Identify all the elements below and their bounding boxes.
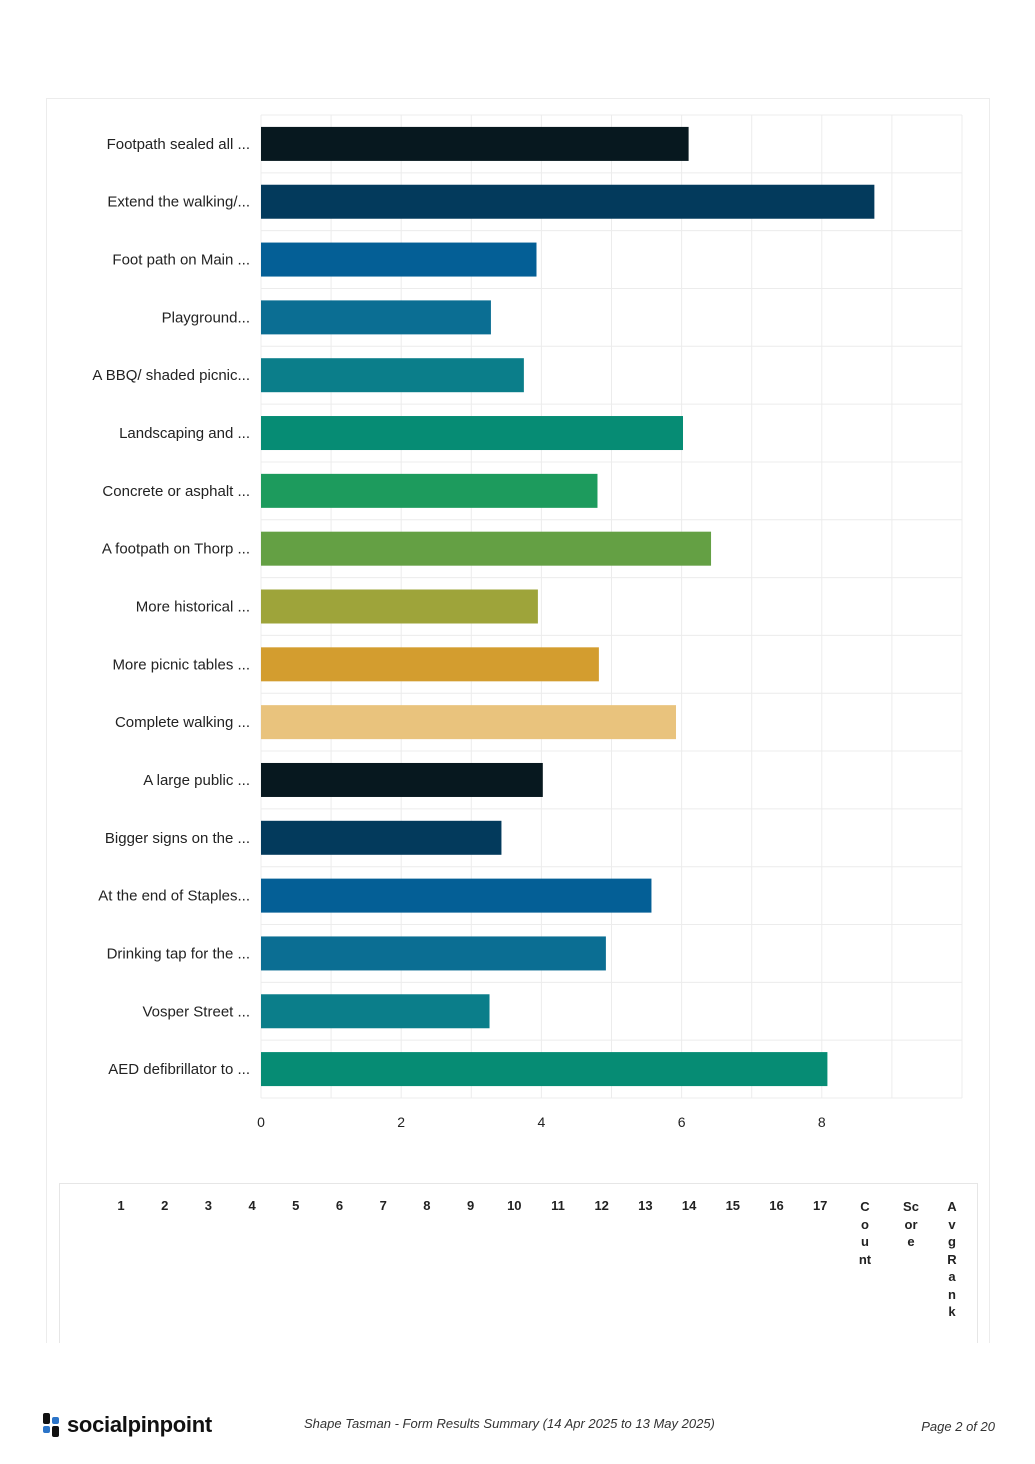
x-tick-label: 2 <box>397 1114 405 1130</box>
rank-column-header: 9 <box>466 1198 475 1213</box>
bar <box>261 1052 828 1087</box>
socialpinpoint-logo: socialpinpoint <box>41 1410 212 1440</box>
bar <box>261 820 502 855</box>
x-tick-label: 4 <box>538 1114 546 1130</box>
category-label: Footpath sealed all ... <box>107 136 250 153</box>
bar <box>261 705 676 740</box>
rank-column-header: 3 <box>204 1198 212 1213</box>
bar <box>261 416 684 451</box>
bar <box>261 762 543 797</box>
rank-column-header: 1 <box>117 1198 125 1213</box>
category-label: Vosper Street ... <box>142 1003 250 1020</box>
category-label: At the end of Staples... <box>98 888 250 905</box>
rank-column-header: 16 <box>769 1198 784 1213</box>
category-label: AED defibrillator to ... <box>108 1061 250 1078</box>
bar <box>261 878 652 913</box>
bar <box>261 531 712 566</box>
category-label: Drinking tap for the ... <box>107 945 250 962</box>
category-label: Extend the walking/... <box>107 194 250 211</box>
rank-column-header: 5 <box>292 1198 300 1213</box>
category-label: Landscaping and ... <box>119 425 250 442</box>
category-label: Complete walking ... <box>115 714 250 731</box>
x-tick-label: 8 <box>818 1114 826 1130</box>
bar <box>261 242 537 277</box>
category-label: Foot path on Main ... <box>112 252 250 269</box>
rank-column-header: 11 <box>551 1198 565 1213</box>
bar <box>261 184 875 219</box>
category-label: A footpath on Thorp ... <box>102 541 250 558</box>
bar <box>261 358 524 393</box>
category-label: A BBQ/ shaded picnic... <box>92 367 250 384</box>
count-header: Count <box>858 1199 872 1267</box>
ranking-table <box>59 1183 978 1343</box>
category-label: A large public ... <box>143 772 250 789</box>
bar <box>261 994 490 1029</box>
rank-column-header: 6 <box>335 1198 344 1213</box>
bar <box>261 473 598 508</box>
x-tick-label: 6 <box>678 1114 686 1130</box>
rank-column-header: 14 <box>681 1198 697 1213</box>
x-tick-label: 0 <box>257 1114 265 1130</box>
category-label: Concrete or asphalt ... <box>102 483 250 500</box>
bar <box>261 300 491 335</box>
score-header: Score <box>903 1199 919 1249</box>
rank-column-header: 2 <box>161 1198 169 1213</box>
category-label: Playground... <box>162 309 250 326</box>
rank-column-header: 12 <box>594 1198 609 1213</box>
page-number: Page 2 of 20 <box>921 1419 995 1434</box>
bar <box>261 647 599 682</box>
bar-chart: Footpath sealed all ... Extend the walkin… <box>92 114 963 1130</box>
rank-column-header: 4 <box>248 1198 256 1213</box>
bar <box>261 126 689 161</box>
category-label: More picnic tables ... <box>112 656 250 673</box>
category-label: More historical ... <box>136 599 250 616</box>
rank-column-header: 13 <box>638 1198 653 1213</box>
bar <box>261 589 538 624</box>
rank-column-header: 15 <box>725 1198 741 1213</box>
category-label: Bigger signs on the ... <box>105 830 250 847</box>
rank-column-header: 8 <box>423 1198 431 1213</box>
avg-rank-header: AvgRank <box>947 1199 957 1319</box>
rank-column-header: 10 <box>507 1198 522 1213</box>
report-summary: Shape Tasman - Form Results Summary (14 … <box>304 1416 715 1431</box>
logo-mark-icon <box>41 1411 61 1439</box>
rank-column-header: 17 <box>812 1198 828 1213</box>
chart-panel <box>46 98 990 1343</box>
rank-column-header: 7 <box>379 1198 387 1213</box>
bar <box>261 936 606 971</box>
logo-text: socialpinpoint <box>67 1412 212 1437</box>
